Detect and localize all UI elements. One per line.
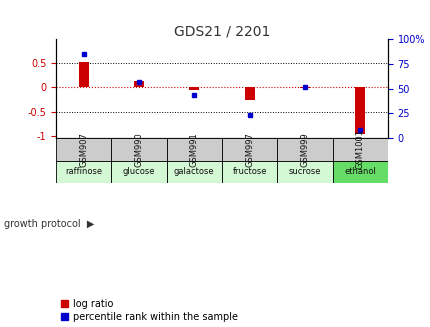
Text: GSM999: GSM999 — [300, 132, 309, 167]
Bar — [166, 161, 221, 183]
Text: ethanol: ethanol — [344, 167, 375, 176]
Legend: log ratio, percentile rank within the sample: log ratio, percentile rank within the sa… — [61, 299, 237, 322]
Text: GSM1001: GSM1001 — [355, 129, 364, 169]
Text: growth protocol  ▶: growth protocol ▶ — [4, 219, 95, 229]
Text: GSM907: GSM907 — [79, 132, 88, 167]
Text: fructose: fructose — [232, 167, 266, 176]
Text: GSM990: GSM990 — [134, 132, 143, 167]
Bar — [111, 138, 166, 161]
Bar — [221, 161, 276, 183]
Bar — [56, 138, 111, 161]
Bar — [276, 161, 332, 183]
Title: GDS21 / 2201: GDS21 / 2201 — [173, 24, 270, 38]
Bar — [332, 138, 387, 161]
Bar — [134, 81, 144, 88]
Bar — [166, 138, 221, 161]
Bar — [244, 88, 254, 99]
Bar — [189, 88, 199, 90]
Text: sucrose: sucrose — [288, 167, 320, 176]
Text: glucose: glucose — [123, 167, 155, 176]
Text: galactose: galactose — [174, 167, 214, 176]
Bar — [56, 161, 111, 183]
Bar — [354, 88, 364, 134]
Bar — [332, 161, 387, 183]
Text: GSM997: GSM997 — [245, 132, 254, 167]
Bar — [79, 62, 89, 88]
Bar — [111, 161, 166, 183]
Bar — [221, 138, 276, 161]
Text: raffinose: raffinose — [65, 167, 102, 176]
Bar — [276, 138, 332, 161]
Text: GSM991: GSM991 — [189, 132, 198, 167]
